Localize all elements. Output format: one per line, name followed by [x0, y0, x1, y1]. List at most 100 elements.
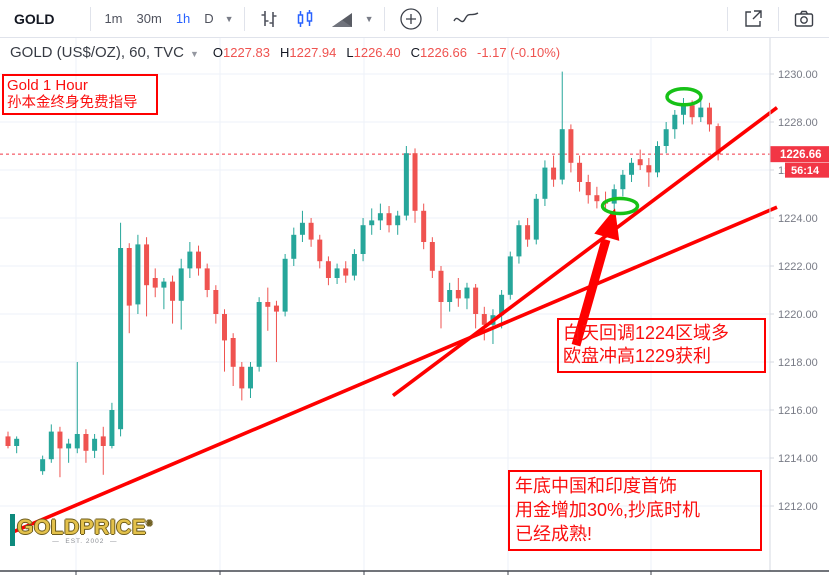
candles-icon: [297, 9, 312, 27]
annotation-line: 年底中国和印度首饰: [515, 476, 677, 496]
candle-up: [464, 287, 470, 299]
candle-down: [585, 182, 591, 196]
candle-up: [351, 254, 357, 276]
candle-up: [680, 105, 686, 115]
toolbar-separator: [90, 6, 92, 31]
pullback-circle[interactable]: [600, 196, 640, 216]
candle-up: [256, 302, 262, 367]
logo-est-text: — EST. 2002 —: [52, 538, 118, 545]
candle-down: [83, 434, 89, 451]
candle-down: [239, 366, 245, 389]
logo-bar: [10, 514, 15, 546]
legend-symbol-title[interactable]: GOLD (US$/OZ), 60, TVC: [10, 44, 184, 61]
indicators-button[interactable]: [444, 9, 488, 29]
annotation-line: 用金增加30%,抄底时机: [515, 499, 701, 520]
price-tick-label[interactable]: 1216.00: [778, 405, 818, 417]
goldprice-logo: GOLDPRICE® — EST. 2002 —: [10, 514, 153, 546]
candle-down: [5, 436, 11, 446]
candle-down: [152, 278, 158, 288]
candle-down: [473, 287, 479, 314]
candle-down: [481, 314, 487, 325]
candle-up: [282, 258, 288, 312]
candle-down: [706, 107, 712, 125]
top-circle[interactable]: [665, 87, 703, 107]
toolbar-separator: [383, 6, 385, 31]
price-tick-label[interactable]: 1222.00: [778, 261, 818, 273]
price-tick-label[interactable]: 1220.00: [778, 309, 818, 321]
style-menu-chevron-down-icon[interactable]: ▼: [364, 13, 374, 24]
candle-down: [577, 162, 583, 182]
candles-style-button[interactable]: [287, 8, 323, 30]
price-tick-label[interactable]: 1224.00: [778, 213, 818, 225]
buy-arrow-shaft[interactable]: [571, 238, 611, 347]
interval-1m-button[interactable]: 1m: [104, 11, 123, 26]
symbol-button[interactable]: GOLD: [14, 10, 55, 27]
price-tick-label[interactable]: 1230.00: [778, 69, 818, 81]
legend-high: H1227.94: [279, 45, 337, 60]
price-tick-label[interactable]: 1218.00: [778, 357, 818, 369]
candle-up: [92, 438, 98, 451]
interval-1h-button[interactable]: 1h: [175, 11, 191, 26]
bars-style-button[interactable]: [251, 8, 287, 30]
logo-wordmark: GOLDPRICE®: [17, 516, 153, 539]
candle-down: [689, 105, 695, 118]
buy-arrow-head[interactable]: [594, 208, 620, 241]
steep-support-line[interactable]: [391, 106, 779, 398]
candle-up: [48, 431, 54, 460]
snapshot-button[interactable]: [785, 7, 823, 31]
annotation-line: Gold 1 Hour: [7, 77, 88, 94]
candle-up: [611, 189, 617, 204]
candle-down: [429, 242, 435, 271]
legend-chevron-down-icon[interactable]: ▼: [189, 49, 199, 59]
candle-down: [412, 153, 418, 211]
bars-icon: [261, 10, 277, 27]
annotation-box-jewelry-demand[interactable]: 年底中国和印度首饰 用金增加30%,抄底时机 已经成熟!: [508, 470, 762, 552]
candle-down: [126, 248, 132, 306]
candle-down: [196, 251, 202, 269]
chart-toolbar: GOLD 1m 30m 1h D ▼: [0, 0, 829, 38]
toolbar-separator: [727, 6, 728, 31]
candle-up: [291, 234, 297, 259]
area-style-button[interactable]: [323, 8, 361, 30]
current-price-badge: [770, 146, 829, 163]
candle-up: [663, 129, 669, 146]
indicators-icon: [452, 11, 478, 22]
long-support-line[interactable]: [11, 205, 778, 535]
current-price-badge-text: 1226.66: [780, 149, 822, 161]
annotation-box-pullback[interactable]: 白天回调1224区域多 欧盘冲高1229获利: [557, 318, 766, 373]
candle-up: [403, 153, 409, 216]
price-tick-label[interactable]: 1212.00: [778, 501, 818, 513]
annotation-line: 孙本金终身免费指导: [7, 94, 138, 111]
candle-up: [109, 410, 115, 446]
candle-down: [144, 244, 150, 286]
camera-snapshot-icon: [794, 10, 814, 27]
chart-legend: GOLD (US$/OZ), 60, TVC ▼ O1227.83 H1227.…: [10, 44, 560, 61]
candle-down: [421, 210, 427, 242]
candle-up: [559, 129, 565, 180]
candle-down: [204, 268, 210, 290]
candle-down: [317, 239, 323, 262]
annotation-line: 已经成熟!: [515, 523, 593, 544]
candle-down: [594, 195, 600, 202]
legend-close: C1226.66: [410, 45, 467, 60]
interval-menu-chevron-down-icon[interactable]: ▼: [224, 13, 234, 24]
toolbar-separator: [243, 6, 245, 31]
annotation-box-gold-1hour[interactable]: Gold 1 Hour 孙本金终身免费指导: [2, 74, 158, 115]
open-external-icon: [745, 9, 762, 27]
candle-down: [308, 222, 314, 240]
interval-30m-button[interactable]: 30m: [136, 11, 162, 26]
candle-up: [14, 438, 20, 446]
candle-down: [525, 225, 531, 240]
price-tick-label[interactable]: 1214.00: [778, 453, 818, 465]
interval-d-button[interactable]: D: [204, 11, 214, 26]
area-icon: [331, 12, 352, 27]
price-tick-label[interactable]: 1228.00: [778, 117, 818, 129]
open-external-button[interactable]: [734, 7, 772, 31]
candle-up: [620, 174, 626, 190]
bar-countdown-text: 56:14: [791, 165, 820, 177]
candle-up: [40, 459, 46, 472]
compare-button[interactable]: [391, 6, 431, 32]
candle-down: [170, 281, 176, 301]
